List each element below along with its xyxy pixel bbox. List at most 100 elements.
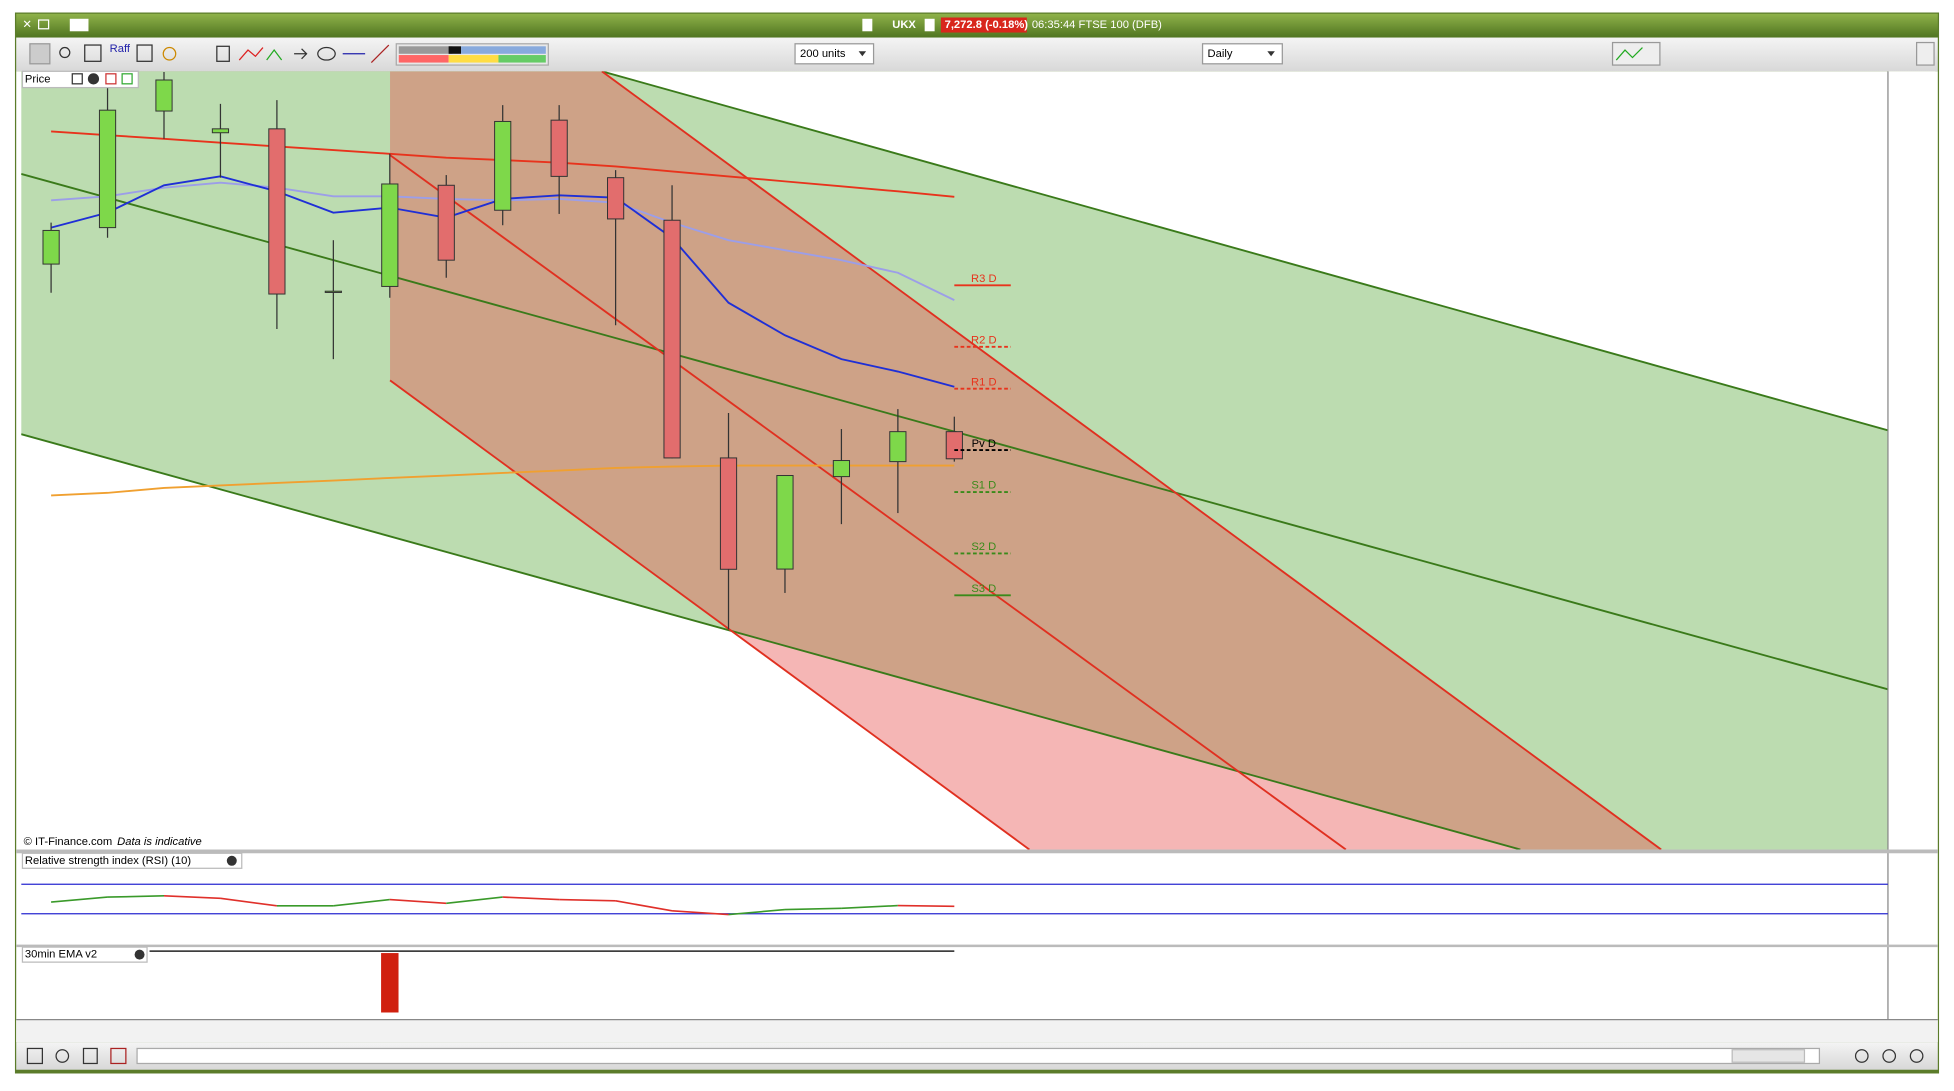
text-tool[interactable] xyxy=(136,44,153,62)
info-icon[interactable] xyxy=(924,18,935,32)
rsi-segment xyxy=(897,904,955,908)
keyboard-icon[interactable] xyxy=(69,18,89,32)
raff-tool[interactable]: Raff xyxy=(110,43,131,55)
rsi-segment xyxy=(389,898,447,905)
rsi-segment xyxy=(163,895,221,900)
pivot-label: R1 D xyxy=(971,376,997,388)
rsi-segment xyxy=(502,896,560,901)
candle-body xyxy=(155,79,173,112)
candle-body xyxy=(607,177,625,220)
candle-body xyxy=(663,219,681,459)
candle-body xyxy=(381,183,399,287)
panel-header xyxy=(21,852,243,869)
close-icon[interactable] xyxy=(87,73,100,85)
shape-tool[interactable] xyxy=(317,46,336,61)
fan-tool[interactable] xyxy=(266,49,283,61)
panel-separator xyxy=(16,944,1938,948)
candle-body xyxy=(719,457,738,570)
candle-body xyxy=(832,460,851,478)
status: 06:35:44 FTSE 100 (DFB) xyxy=(1032,19,1162,31)
pointer-tool[interactable] xyxy=(29,43,51,65)
alert-tool[interactable] xyxy=(162,46,177,61)
ema-bar xyxy=(381,953,399,1013)
zoom-in[interactable] xyxy=(1909,1049,1924,1063)
panel-header xyxy=(21,946,148,963)
red-channel xyxy=(390,71,1662,850)
delete-tool[interactable] xyxy=(216,45,230,62)
panel-icons xyxy=(71,73,133,85)
dropdown-arrow xyxy=(1267,51,1275,57)
scroll-thumb[interactable] xyxy=(1731,1049,1806,1063)
price-box xyxy=(940,17,1027,33)
up-icon[interactable] xyxy=(121,73,133,85)
rsi-segment xyxy=(615,899,673,912)
zoom-tool[interactable] xyxy=(59,46,71,59)
candle-body xyxy=(324,290,342,293)
export-icon[interactable] xyxy=(26,1047,43,1065)
channel-line xyxy=(601,71,1662,850)
candle-body xyxy=(945,431,963,460)
interval-dropdown[interactable] xyxy=(1201,43,1283,65)
scrollbar[interactable] xyxy=(136,1047,1821,1065)
pivot-label: R3 D xyxy=(971,273,997,285)
rsi-segment xyxy=(841,904,898,910)
rsi-segment xyxy=(107,895,165,898)
candle-body xyxy=(494,120,512,211)
candle-body xyxy=(268,128,286,295)
restore-icon[interactable] xyxy=(38,19,50,30)
channel-line xyxy=(21,433,1521,850)
chart-type-icon xyxy=(1615,47,1643,61)
add-icon[interactable] xyxy=(105,73,117,85)
zoom-out[interactable] xyxy=(1882,1049,1897,1063)
line-tool[interactable] xyxy=(84,44,102,62)
dropdown-arrow xyxy=(858,51,867,57)
rsi-segment xyxy=(220,897,278,907)
rsi-segment xyxy=(446,896,503,905)
disclaimer: Data is indicative xyxy=(117,836,202,848)
candle-body xyxy=(889,431,907,463)
channel-line xyxy=(601,71,1888,432)
rsi-segment xyxy=(51,896,108,903)
channel-line xyxy=(389,154,1347,850)
indicator-icon[interactable] xyxy=(110,1047,127,1065)
right-axis xyxy=(1887,71,1936,1020)
close-icon[interactable] xyxy=(134,949,145,960)
settings-icon[interactable] xyxy=(55,1049,70,1063)
rsi-segment xyxy=(559,898,616,902)
price-plot: R3 D R2 D R1 D Pv D S1 D S2 D S3 D xyxy=(21,71,1888,850)
candle-body xyxy=(211,128,230,134)
candle-body xyxy=(550,119,568,177)
size-value: 200 units xyxy=(800,48,846,60)
rsi-segment xyxy=(672,910,729,916)
credit: © IT-Finance.com xyxy=(24,836,113,848)
pivot-label: S2 D xyxy=(971,541,996,553)
interval-value: Daily xyxy=(1208,48,1233,60)
arrow-tool[interactable] xyxy=(294,48,308,60)
panel-separator xyxy=(16,849,1938,854)
symbol: UKX xyxy=(892,19,916,31)
price-change: 7,272.8 (-0.18%) xyxy=(945,19,1029,31)
phone-icon[interactable] xyxy=(862,18,873,32)
date-axis xyxy=(16,1019,1938,1043)
list-icon[interactable] xyxy=(82,1047,98,1065)
maximize-icon[interactable] xyxy=(71,73,83,85)
rsi-segment xyxy=(728,908,786,916)
pivot-label: R2 D xyxy=(971,334,997,346)
channel-line xyxy=(389,379,1030,850)
wave-tool[interactable] xyxy=(238,47,264,61)
panel-label: Price xyxy=(25,73,51,85)
side-button[interactable] xyxy=(1915,41,1935,66)
trend-tool[interactable] xyxy=(370,44,390,63)
color-palette[interactable] xyxy=(395,43,549,66)
size-dropdown[interactable] xyxy=(794,43,875,65)
pivot-label: S3 D xyxy=(971,583,996,595)
zoom-fit[interactable] xyxy=(1854,1049,1869,1063)
rsi-segment xyxy=(333,898,390,907)
close-icon[interactable]: ✕ xyxy=(22,19,31,31)
candle-body xyxy=(42,229,60,265)
close-icon[interactable] xyxy=(226,855,237,866)
pivot-label: Pv D xyxy=(972,438,996,450)
ma-line xyxy=(51,464,955,497)
candle-body xyxy=(98,109,117,229)
